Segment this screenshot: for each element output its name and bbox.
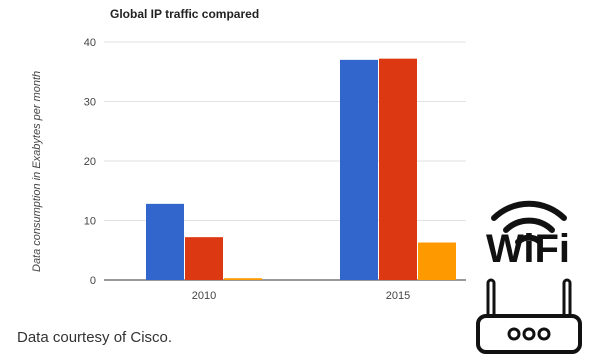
y-tick-label: 30 (84, 97, 96, 109)
bar (185, 237, 223, 280)
bar (224, 278, 262, 280)
chart-title: Global IP traffic compared (110, 7, 259, 21)
wifi-logo-text: WiFi (486, 227, 570, 271)
y-axis-label: Data consumption in Exabytes per month (31, 71, 43, 272)
y-tick-label: 10 (84, 216, 96, 228)
chart: Global IP traffic compared 0 10 20 30 40 201… (31, 7, 466, 302)
y-tick-label: 40 (84, 37, 96, 49)
bar (146, 203, 184, 280)
data-credit: Data courtesy of Cisco. (17, 329, 173, 346)
x-tick-label: 2015 (386, 290, 410, 302)
y-tick-label: 0 (90, 275, 96, 287)
bar (418, 242, 456, 280)
wifi-signal-icon (491, 200, 567, 245)
wifi-router-icon: WiFi (476, 200, 582, 354)
bars (146, 58, 456, 280)
x-axis-ticks: 2010 2015 (192, 290, 410, 302)
router-icon (476, 278, 582, 354)
x-tick-label: 2010 (192, 290, 216, 302)
bar (379, 58, 417, 280)
bar (340, 59, 378, 280)
y-tick-label: 20 (84, 156, 96, 168)
y-axis-ticks: 0 10 20 30 40 (84, 37, 96, 287)
